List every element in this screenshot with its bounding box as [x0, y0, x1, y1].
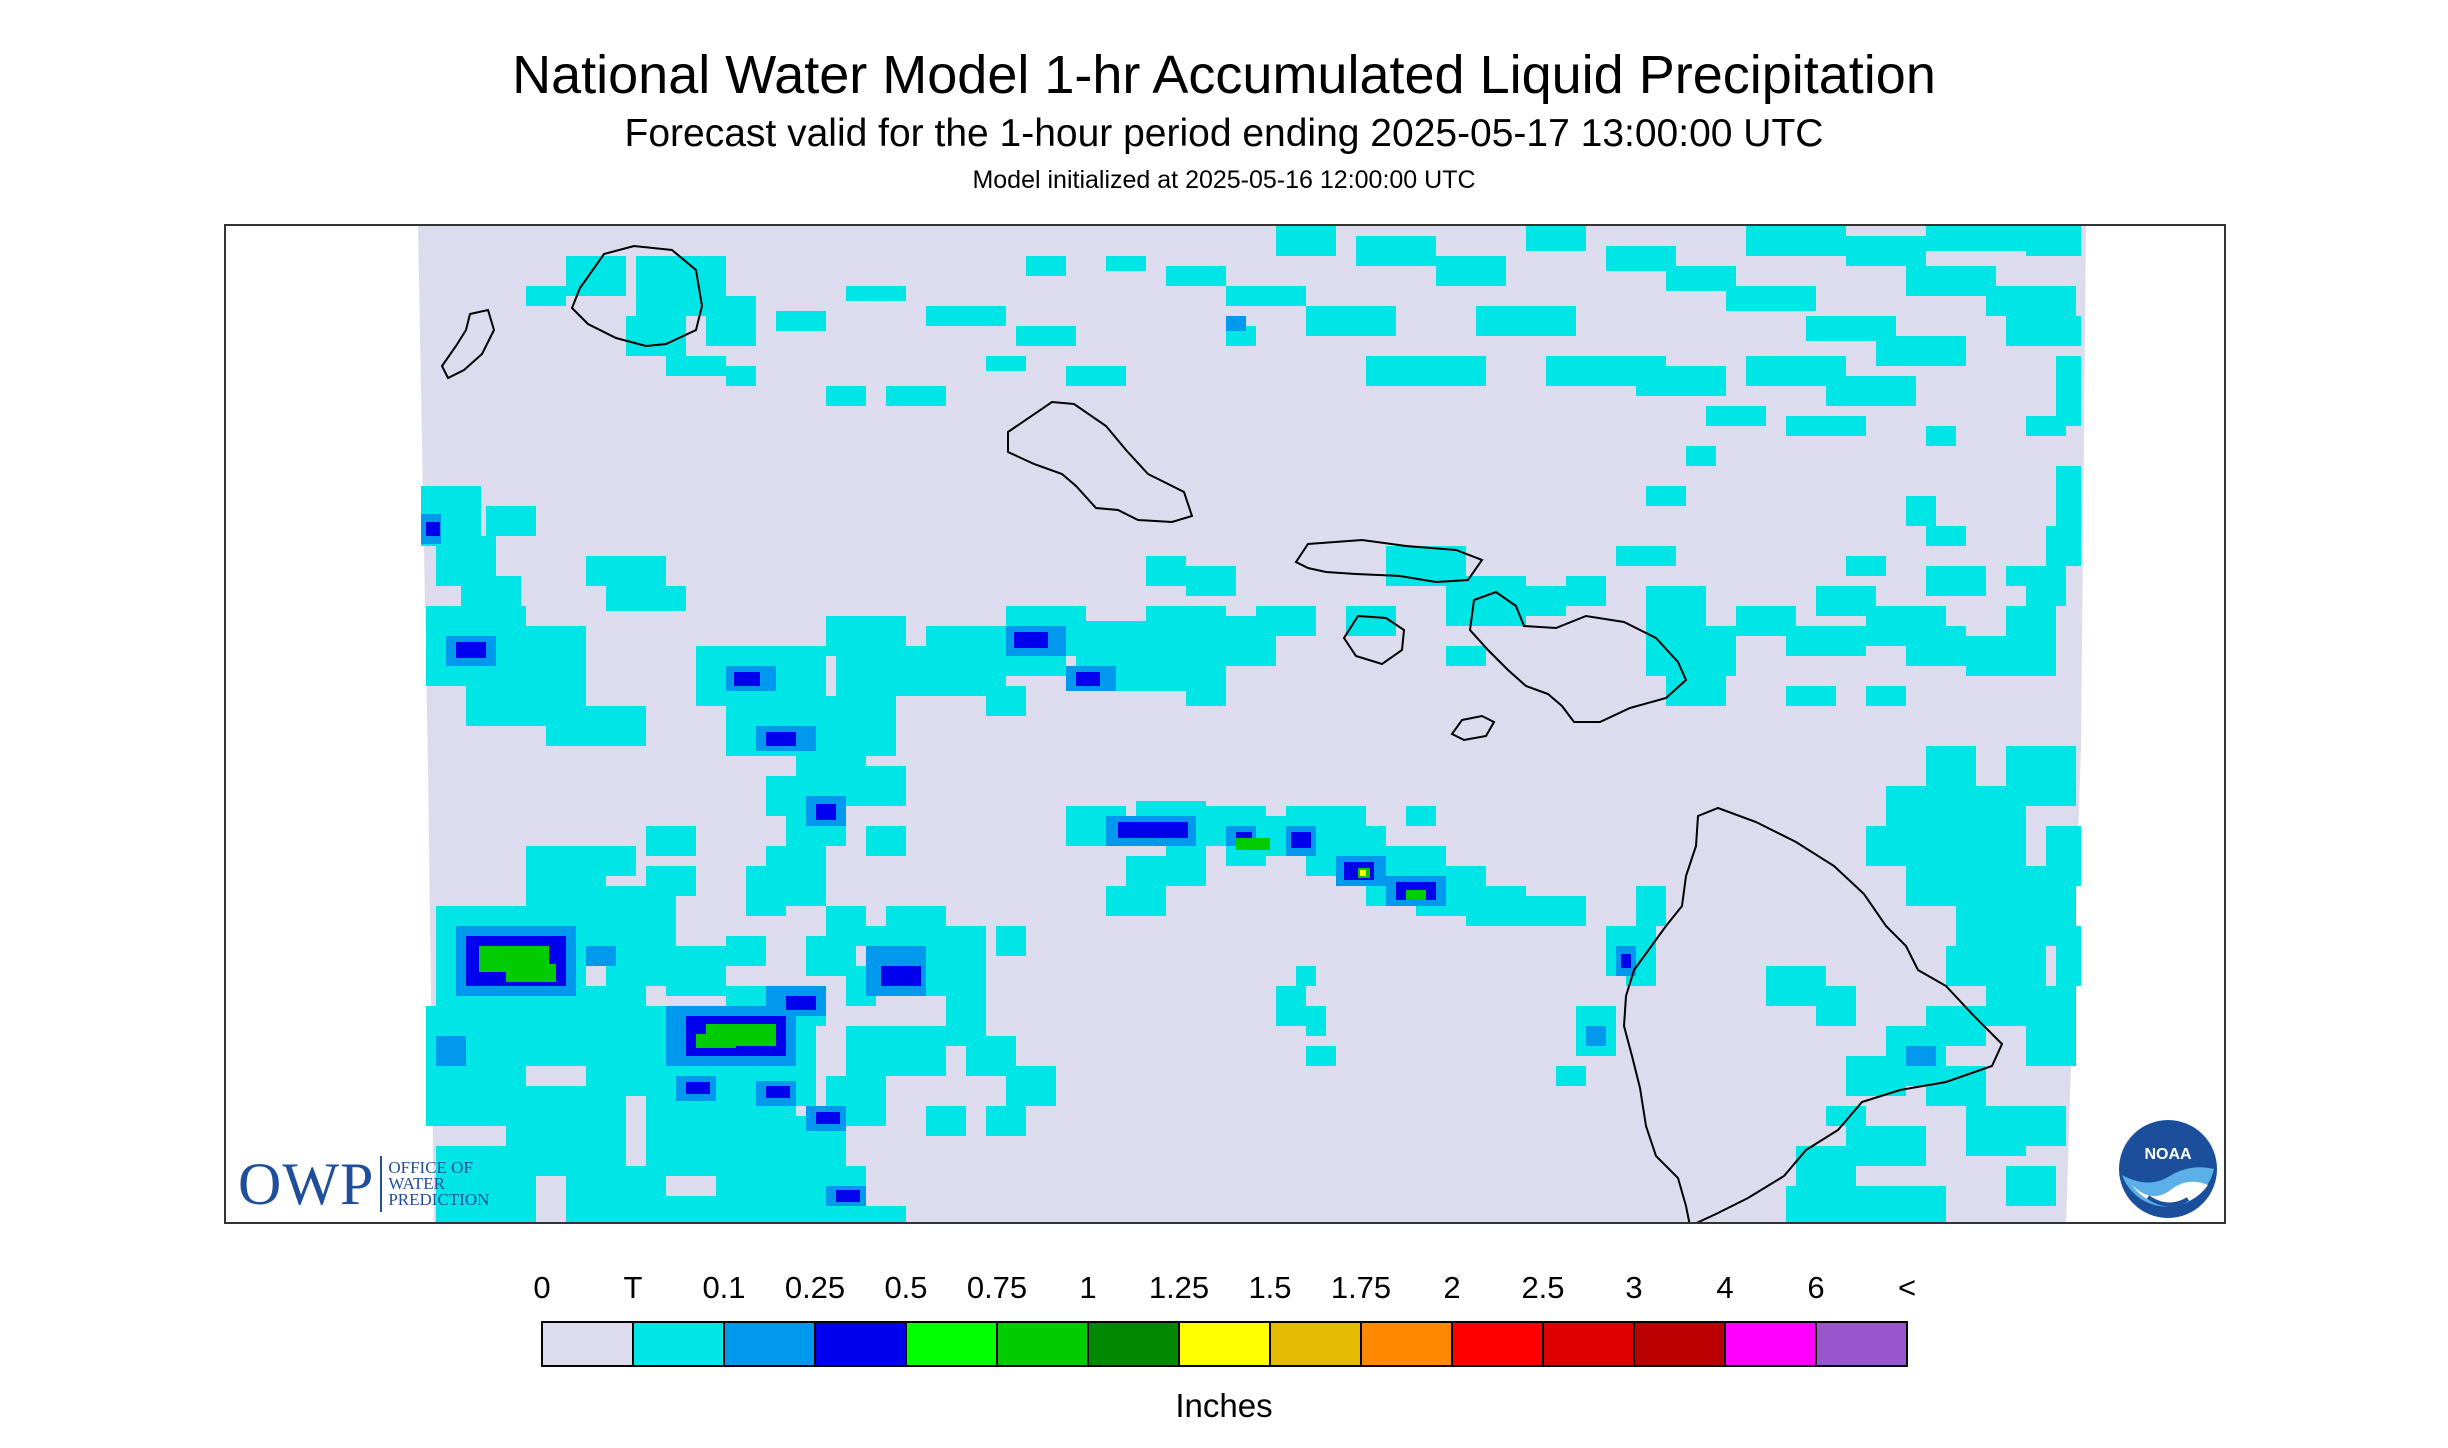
hawaii-coastline [1622, 806, 2004, 1222]
owp-logo: OWP OFFICE OF WATER PREDICTION [238, 1151, 490, 1217]
legend-swatch [816, 1323, 907, 1365]
legend-swatch [1362, 1323, 1453, 1365]
map-subtitle: Forecast valid for the 1-hour period end… [624, 112, 1824, 155]
legend-tick-label: 0 [533, 1270, 551, 1305]
legend-tick-label: 0.25 [784, 1270, 846, 1305]
legend-tick-label: 1.25 [1148, 1270, 1210, 1305]
owp-logo-letters: OWP [238, 1150, 375, 1217]
legend-swatch [1726, 1323, 1817, 1365]
legend-tick-label: 4 [1716, 1270, 1734, 1305]
maui-coastline [1468, 590, 1688, 723]
legend-swatch [1271, 1323, 1362, 1365]
legend-color-bar [541, 1321, 1908, 1367]
legend-tick-label: 1 [1079, 1270, 1097, 1305]
legend-swatch [1453, 1323, 1544, 1365]
precip-green-areas [479, 838, 1426, 1048]
legend-tick-label: 2 [1443, 1270, 1461, 1305]
model-init-line: Model initialized at 2025-05-16 12:00:00… [972, 166, 1476, 194]
legend-swatch [998, 1323, 1089, 1365]
legend-unit-label: Inches [1175, 1387, 1273, 1424]
lanai-coastline [1342, 614, 1406, 666]
legend-tick-label: 1.5 [1248, 1270, 1292, 1305]
legend-swatch [1544, 1323, 1635, 1365]
precip-yellow-spot [1360, 870, 1366, 876]
precipitation-map: OWP OFFICE OF WATER PREDICTION NOAA [224, 224, 2226, 1224]
legend-swatch [1817, 1323, 1906, 1365]
legend-swatch [634, 1323, 725, 1365]
noaa-logo-text: NOAA [2144, 1146, 2192, 1163]
owp-logo-subtitle: OFFICE OF WATER PREDICTION [388, 1158, 490, 1209]
noaa-logo: NOAA [2119, 1120, 2217, 1218]
coastlines [440, 244, 2004, 1222]
legend-tick-label: 0.5 [884, 1270, 928, 1305]
legend-swatch [907, 1323, 998, 1365]
legend-swatch [725, 1323, 816, 1365]
owp-logo-line3: PREDICTION [388, 1190, 490, 1209]
legend-swatch [1180, 1323, 1271, 1365]
legend-tick-label: < [1897, 1270, 1917, 1305]
legend-tick-label: 0.75 [966, 1270, 1028, 1305]
kauai-coastline [570, 244, 704, 348]
oahu-coastline [1007, 400, 1194, 524]
kahoolawe-coastline [1450, 714, 1496, 742]
legend-swatch [1635, 1323, 1726, 1365]
legend-tick-label: 1.75 [1330, 1270, 1392, 1305]
map-title: National Water Model 1-hr Accumulated Li… [512, 45, 1936, 105]
legend-swatch [1089, 1323, 1180, 1365]
niihau-coastline [440, 308, 496, 380]
owp-logo-divider [380, 1156, 383, 1212]
legend-tick-labels: 0 T 0.1 0.25 0.5 0.75 1 1.25 1.5 1.75 2 2.5 3 4 6 < [0, 1270, 2448, 1310]
legend-tick-label: 2.5 [1521, 1270, 1565, 1305]
legend-tick-label: 3 [1625, 1270, 1643, 1305]
owp-logo-line2: WATER [388, 1174, 446, 1193]
molokai-coastline [1294, 538, 1484, 584]
legend-swatch [543, 1323, 634, 1365]
legend-tick-label: T [623, 1270, 643, 1305]
legend-tick-label: 6 [1807, 1270, 1825, 1305]
owp-logo-line1: OFFICE OF [388, 1158, 473, 1177]
legend-tick-label: 0.1 [702, 1270, 746, 1305]
